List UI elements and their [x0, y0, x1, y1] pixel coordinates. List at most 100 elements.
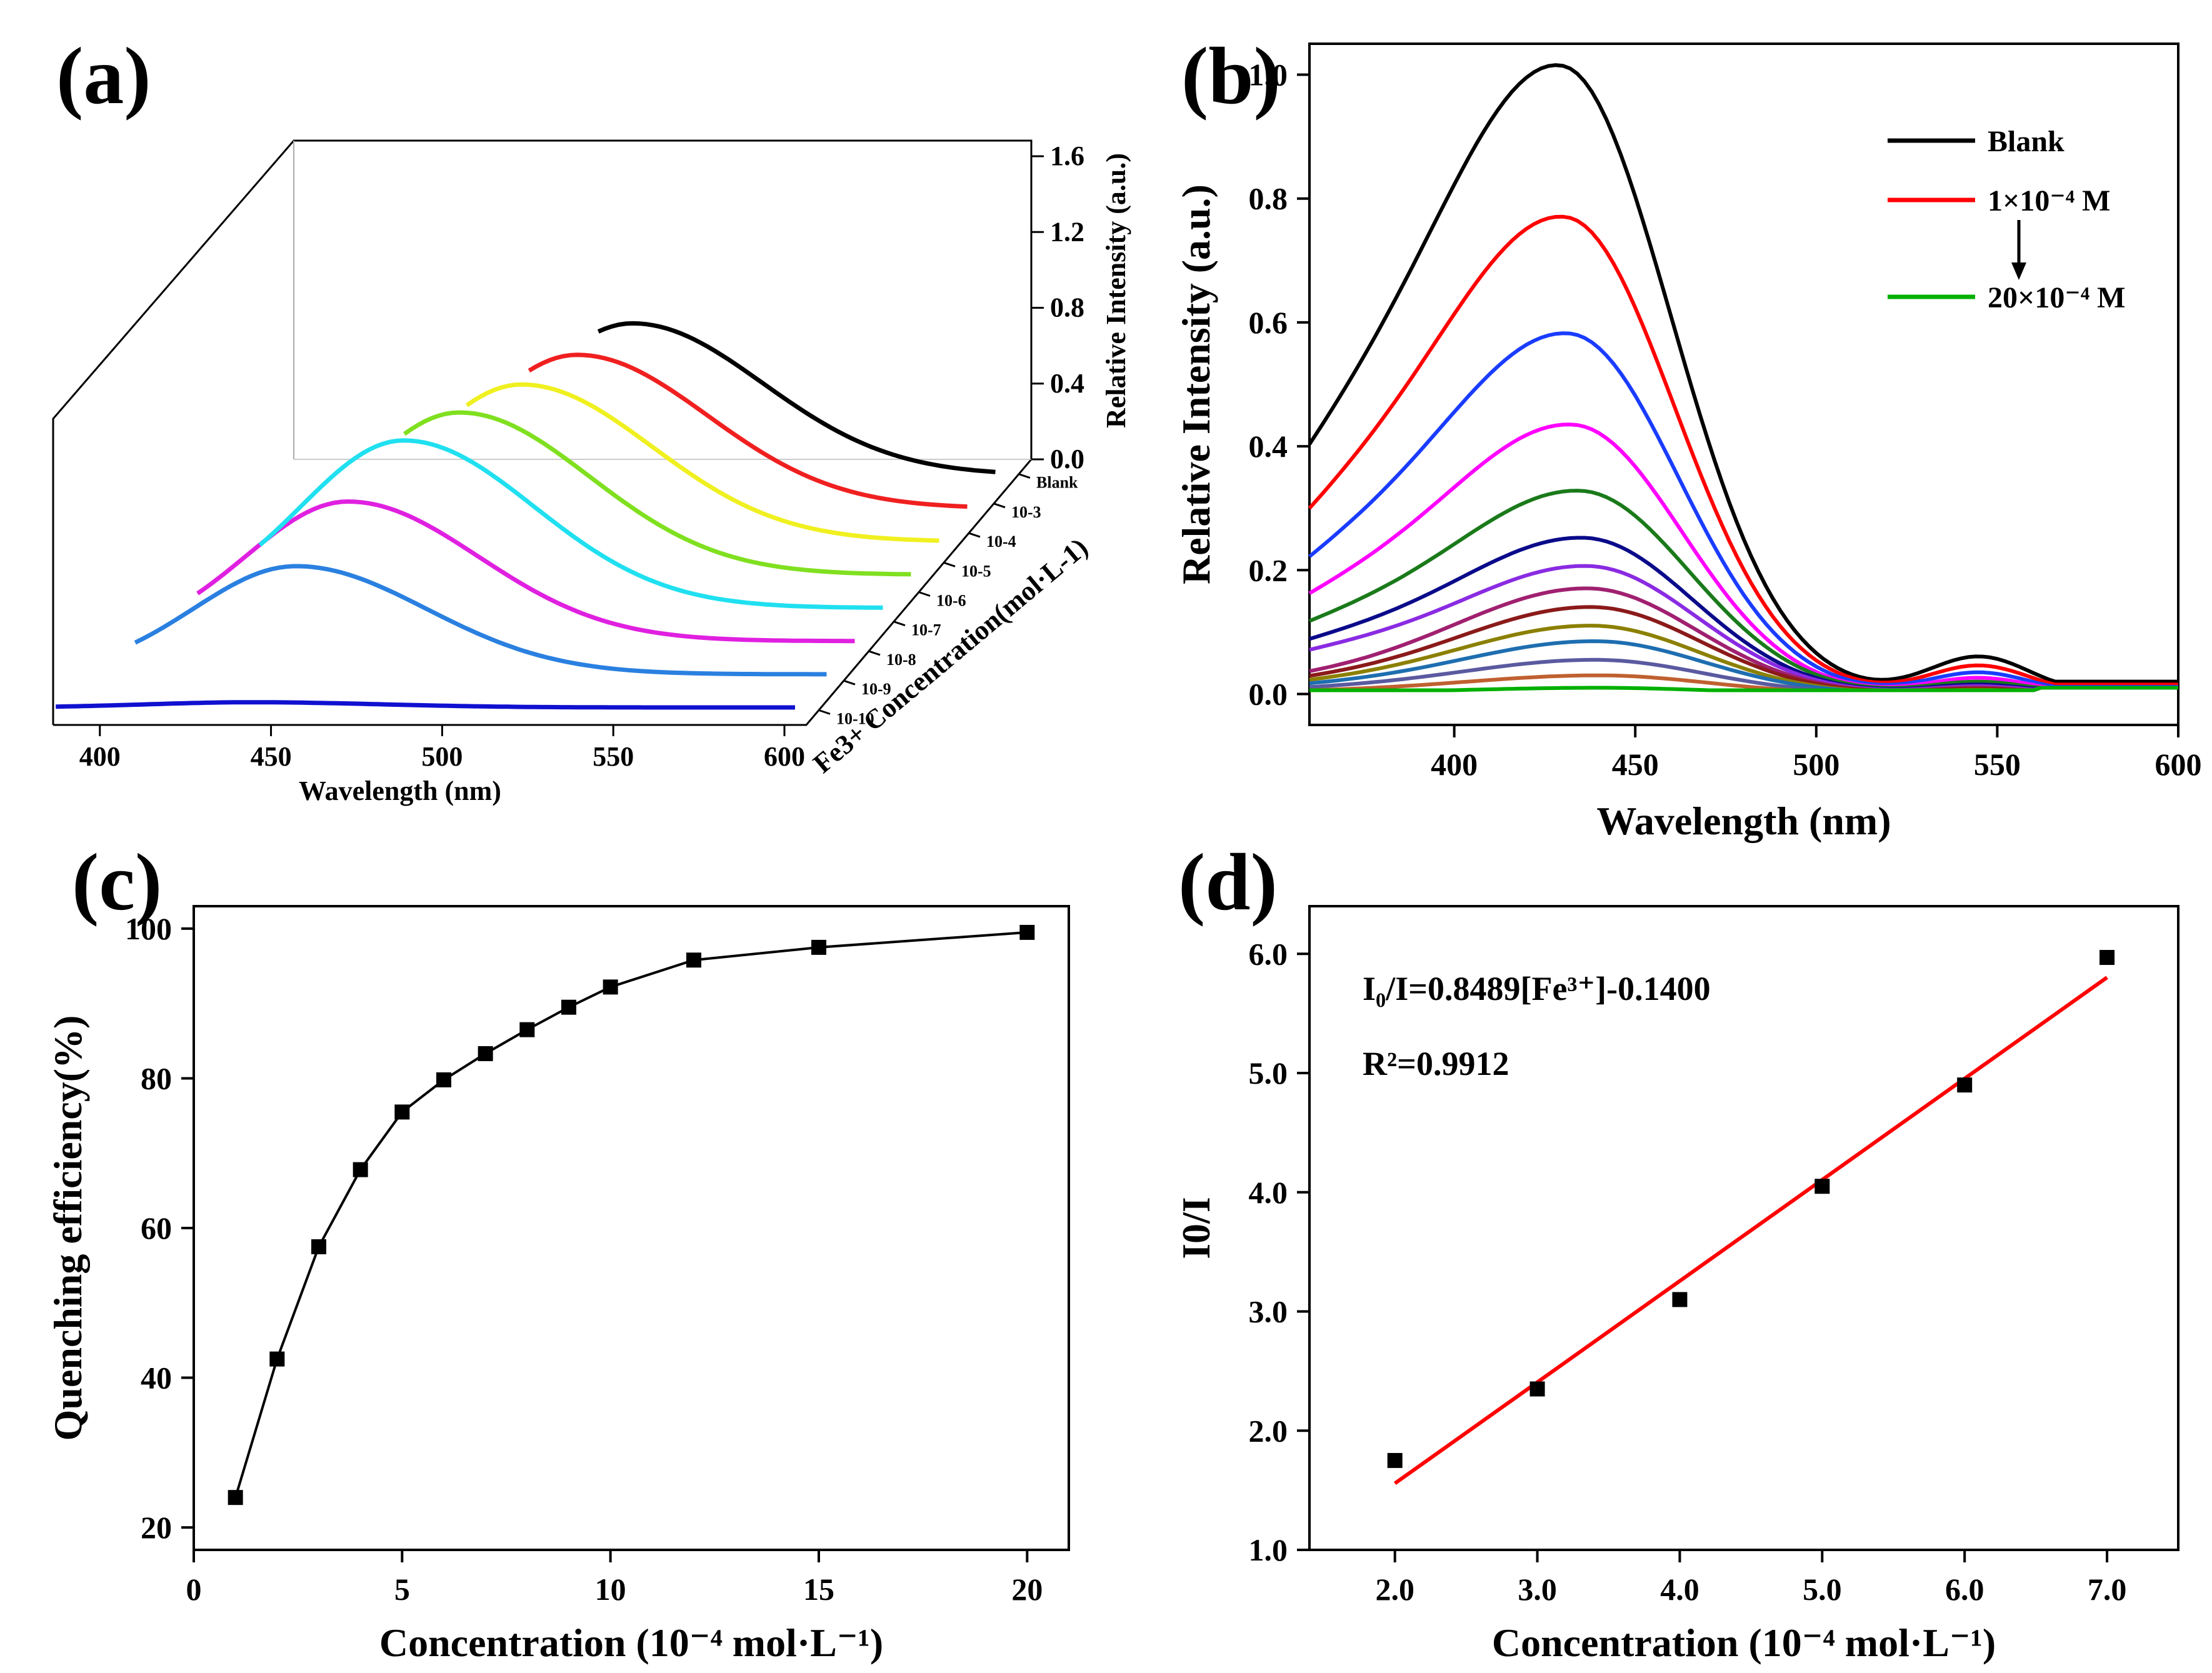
- panel-a-depth-tick: [1018, 473, 1031, 479]
- panel-b-y-tick-label: 0.6: [1249, 305, 1288, 340]
- panel-b-label: (b): [1181, 31, 1281, 121]
- panel-c-x-tick-label: 10: [595, 1572, 626, 1607]
- panel-a-spectrum: [196, 499, 855, 644]
- panel-d-point: [2099, 950, 2115, 966]
- panel-a-z-title: Relative Intensity (a.u.): [1101, 153, 1131, 428]
- panel-b-curves: [1308, 63, 2178, 692]
- panel-b-y-tick-label: 0.8: [1249, 181, 1288, 216]
- panel-a-x-tick-label: 500: [421, 741, 463, 772]
- panel-b-x-tick-label: 450: [1612, 747, 1659, 782]
- panel-b-legend-label: 1×10⁻⁴ M: [1988, 184, 2110, 217]
- panel-a-depth-tick-label: Blank: [1036, 474, 1078, 492]
- panel-b-y-tick-label: 0.2: [1249, 552, 1288, 587]
- panel-d-plot: [1387, 950, 2115, 1486]
- panel-c-point: [269, 1351, 285, 1367]
- panel-c-plot: [228, 924, 1035, 1506]
- panel-c-point: [519, 1022, 535, 1037]
- panel-b-y-tick-label: 0.0: [1249, 676, 1288, 711]
- panel-c-point: [228, 1490, 243, 1506]
- panel-a-z-ticks: 0.0 0.4 0.8 1.2 1.6: [1031, 141, 1084, 474]
- panel-b-x-title: Wavelength (nm): [1596, 799, 1891, 843]
- panel-c-x-tick-label: 5: [394, 1572, 410, 1607]
- panel-a-z-tick-label: 0.4: [1050, 368, 1084, 399]
- panel-a-box-edges: [52, 139, 1033, 725]
- panel-b-y-tick-label: 0.4: [1249, 429, 1288, 464]
- panel-a-depth-tick-label: 10-3: [1011, 503, 1041, 521]
- panel-b-spectrum: [1308, 214, 2178, 687]
- panel-d-y-tick-label: 5.0: [1249, 1056, 1288, 1091]
- panel-c-frame: [193, 905, 1070, 1551]
- panel-a-depth-tick: [968, 532, 981, 538]
- panel-a-z-tick-label: 1.2: [1050, 216, 1084, 247]
- panel-d-point: [1672, 1292, 1688, 1307]
- panel-c-point: [478, 1046, 493, 1061]
- panel-b-spectrum: [1308, 63, 2178, 684]
- panel-a-depth-title: Fe3+ Concentration(mol·L-1): [808, 532, 1094, 779]
- panel-d-equation: I₀/I=0.8489[Fe³⁺]-0.1400: [1363, 970, 1711, 1007]
- panel-c-label: (c): [72, 837, 162, 927]
- panel-d-x-title: Concentration (10⁻⁴ mol·L⁻¹): [1492, 1621, 1996, 1665]
- panel-a-label: (a): [56, 31, 151, 121]
- panel-c-x-ticks: 0 5 10 15 20: [186, 1550, 1043, 1607]
- panel-d-y-tick-label: 3.0: [1249, 1294, 1288, 1329]
- panel-a-z-tick-label: 0.0: [1050, 444, 1084, 474]
- panel-d-x-tick-label: 7.0: [2088, 1572, 2127, 1607]
- panel-c-point: [561, 999, 576, 1015]
- panel-b-frame: [1308, 42, 2179, 726]
- panel-b-x-tick-label: 600: [2155, 747, 2202, 782]
- panel-a-depth-tick-label: 10-7: [911, 621, 941, 639]
- panel-a-curves: [56, 321, 996, 710]
- panel-a-x-tick-label: 450: [251, 741, 292, 772]
- panel-b-x-tick-label: 500: [1793, 747, 1839, 782]
- panel-c-point: [353, 1162, 368, 1177]
- panel-d-y-tick-label: 4.0: [1249, 1175, 1288, 1210]
- panel-b-y-tick-label: 1.0: [1249, 57, 1288, 92]
- panel-a-spectrum: [465, 382, 939, 543]
- panel-a-spectrum: [597, 321, 996, 474]
- panel-c-x-tick-label: 0: [186, 1572, 202, 1607]
- panel-a-depth-tick: [918, 591, 931, 597]
- panel-a-depth-tick: [943, 561, 956, 567]
- panel-a-floor-front: [53, 459, 1033, 726]
- panel-c-y-tick-label: 100: [125, 911, 172, 946]
- panel-d-point: [1957, 1077, 1973, 1093]
- panel-a-spectrum: [134, 564, 827, 677]
- panel-c-x-title: Concentration (10⁻⁴ mol·L⁻¹): [379, 1621, 883, 1665]
- panel-a-x-tick-label: 400: [79, 741, 121, 772]
- panel-d-x-ticks: 2.0 3.0 4.0 5.0 6.0 7.0: [1375, 1550, 2126, 1607]
- panel-d-y-title: I0/I: [1174, 1197, 1218, 1259]
- panel-b-legend-arrowhead: [2011, 262, 2026, 280]
- panel-c-point: [811, 939, 826, 955]
- panel-c-point: [603, 979, 618, 995]
- panel-c-point: [311, 1239, 326, 1254]
- panel-c-x-tick-label: 20: [1011, 1572, 1043, 1607]
- panel-b-x-ticks: 400 450 500 550 600: [1431, 725, 2202, 782]
- panel-d-point: [1814, 1179, 1830, 1194]
- panel-d-x-tick-label: 6.0: [1945, 1572, 1984, 1607]
- panel-a-x-title: Wavelength (nm): [299, 776, 501, 806]
- panel-a-spectrum: [56, 700, 795, 710]
- panel-d-y-tick-label: 1.0: [1249, 1532, 1288, 1567]
- panel-b: (b) 400 450 500 550 600 0.0 0.2 0.4 0.6 0.8 1.0 B…: [1174, 31, 2202, 843]
- panel-c-y-tick-label: 20: [141, 1510, 172, 1545]
- panel-c-line: [234, 931, 1028, 1498]
- panel-a-depth-tick-label: 10-10: [836, 709, 874, 727]
- panel-b-spectrum: [1309, 686, 2178, 692]
- panel-d-y-ticks: 1.0 2.0 3.0 4.0 5.0 6.0: [1249, 936, 1309, 1567]
- panel-c-point: [686, 952, 701, 968]
- panel-d-x-tick-label: 3.0: [1518, 1572, 1557, 1607]
- panel-d-r-squared: R²=0.9912: [1363, 1045, 1509, 1082]
- panel-b-x-tick-label: 550: [1974, 747, 2021, 782]
- panel-b-legend-label: 20×10⁻⁴ M: [1988, 281, 2125, 314]
- panel-c: (c) 0 5 10 15 20 20 40 60 80 100 Concentration (…: [46, 837, 1070, 1665]
- panel-d: (d) 2.0 3.0 4.0 5.0 6.0 7.0 1.0 2.0 3.0 4.0 5.0 6.…: [1174, 837, 2179, 1665]
- panel-a-x-ticks: 400 450 500 550 600: [79, 725, 805, 772]
- panel-a-depth-tick-label: 10-8: [886, 651, 916, 669]
- panel-a-depth-tick: [868, 650, 881, 656]
- panel-d-x-tick-label: 5.0: [1803, 1572, 1842, 1607]
- panel-d-label: (d): [1178, 837, 1278, 927]
- panel-a-depth-tick-label: 10-5: [961, 562, 991, 580]
- panel-b-legend: Blank 1×10⁻⁴ M 20×10⁻⁴ M: [1888, 125, 2125, 314]
- panel-b-y-ticks: 0.0 0.2 0.4 0.6 0.8 1.0: [1249, 57, 1309, 711]
